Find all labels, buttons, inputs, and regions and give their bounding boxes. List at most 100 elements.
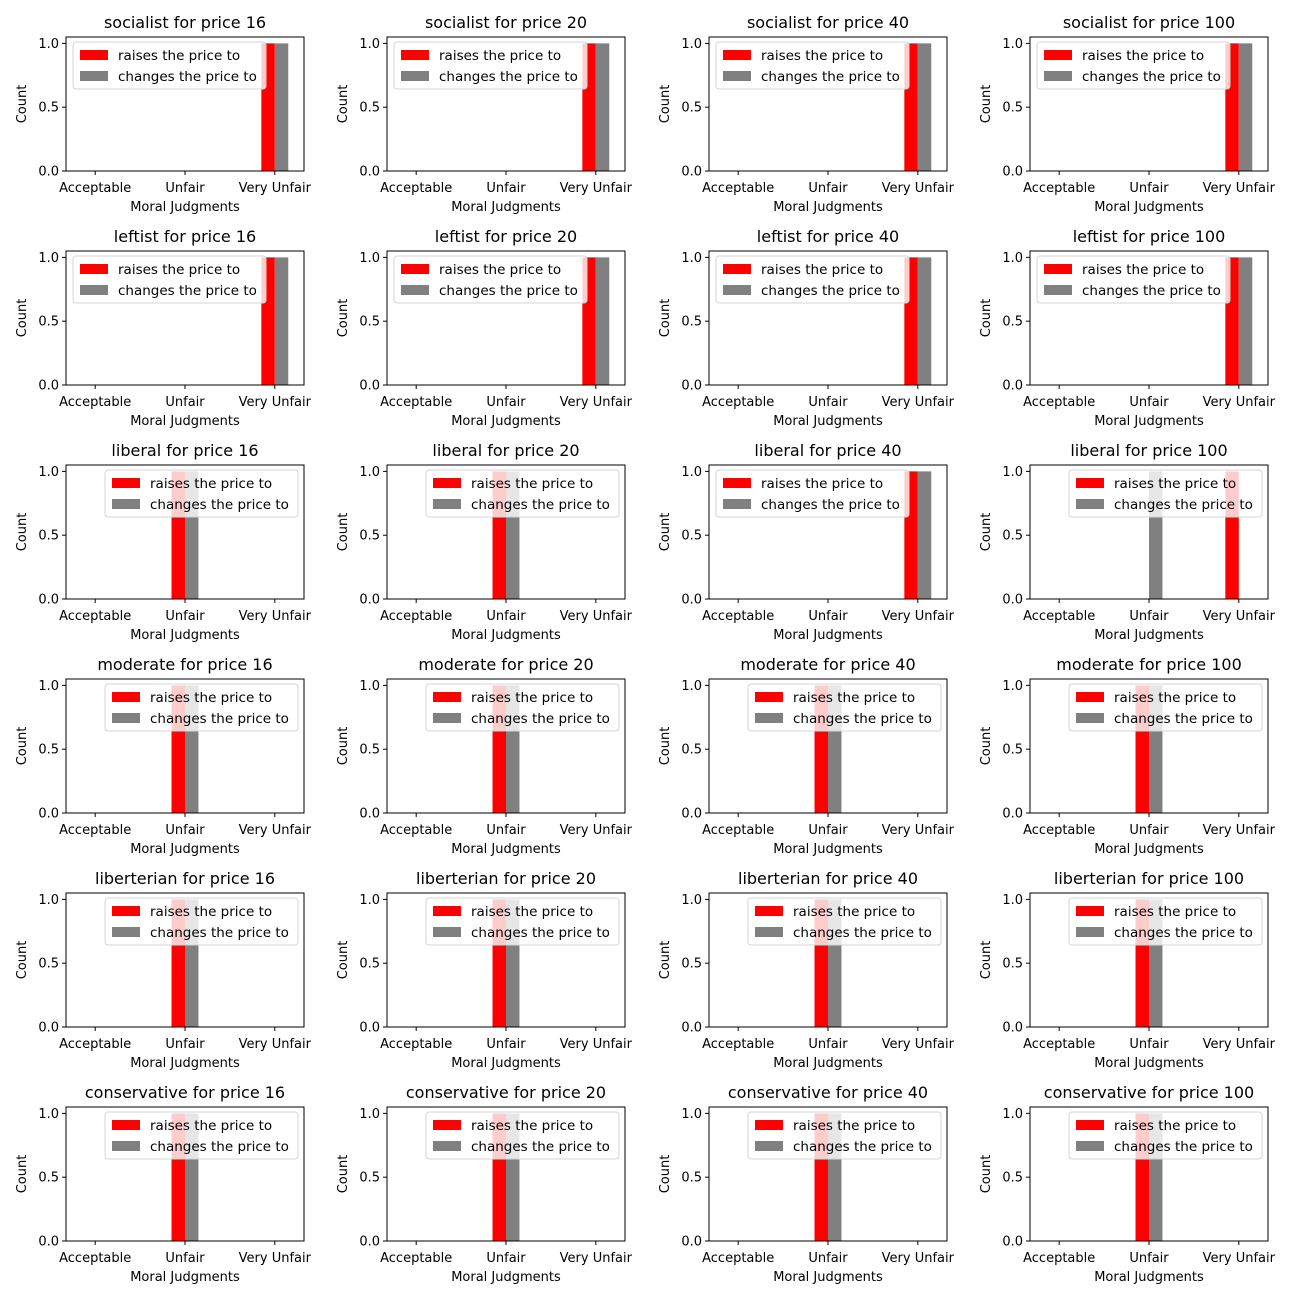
y-tick-label: 0.5 xyxy=(38,315,59,330)
y-tick-label: 0.0 xyxy=(1002,1235,1023,1250)
y-axis-label: Count xyxy=(336,299,351,338)
x-axis-label: Moral Judgments xyxy=(1094,200,1204,215)
y-tick-label: 1.0 xyxy=(359,893,380,908)
legend-swatch xyxy=(1044,50,1072,60)
legend-box xyxy=(425,469,620,518)
x-tick-label: Acceptable xyxy=(1023,181,1095,196)
legend-label: changes the price to xyxy=(150,497,289,513)
y-axis-label: Count xyxy=(15,727,30,766)
legend-swatch xyxy=(433,1120,461,1130)
y-tick-label: 0.0 xyxy=(38,1235,59,1250)
legend-label: raises the price to xyxy=(471,476,593,492)
x-axis-label: Moral Judgments xyxy=(451,842,561,857)
x-tick-label: Acceptable xyxy=(702,609,774,624)
subplot: 0.0 0.5 1.0 Acceptable Unfair Very Unfair soci… xyxy=(336,13,633,215)
y-tick-label: 0.0 xyxy=(681,807,702,822)
y-axis-label: Count xyxy=(336,1155,351,1194)
legend-label: changes the price to xyxy=(439,69,578,85)
legend: raises the price to changes the price to xyxy=(1068,469,1263,518)
subplot: 0.0 0.5 1.0 Acceptable Unfair Very Unfair mode… xyxy=(658,655,955,857)
legend-swatch xyxy=(80,71,108,81)
legend-box xyxy=(715,41,910,90)
subplot-title: leftist for price 100 xyxy=(1073,227,1226,246)
y-axis-label: Count xyxy=(658,299,673,338)
y-axis-label: Count xyxy=(979,85,994,124)
subplot-title: liberal for price 40 xyxy=(754,441,901,460)
subplot: 0.0 0.5 1.0 Acceptable Unfair Very Unfair libe… xyxy=(336,869,633,1071)
x-tick-label: Unfair xyxy=(165,823,205,838)
legend-swatch xyxy=(1076,1141,1104,1151)
y-tick-label: 0.5 xyxy=(38,1171,59,1186)
x-tick-label: Unfair xyxy=(165,609,205,624)
y-tick-label: 1.0 xyxy=(359,465,380,480)
legend-label: changes the price to xyxy=(150,1139,289,1155)
x-tick-label: Unfair xyxy=(808,395,848,410)
legend-label: changes the price to xyxy=(471,711,610,727)
legend-swatch xyxy=(433,713,461,723)
subplot: 0.0 0.5 1.0 Acceptable Unfair Very Unfair libe… xyxy=(15,441,312,643)
legend-label: changes the price to xyxy=(1082,69,1221,85)
y-tick-label: 1.0 xyxy=(359,679,380,694)
x-tick-label: Acceptable xyxy=(380,823,452,838)
bar-changes xyxy=(595,43,610,171)
legend-swatch xyxy=(433,478,461,488)
x-tick-label: Very Unfair xyxy=(239,609,312,624)
x-tick-label: Acceptable xyxy=(702,181,774,196)
x-tick-label: Very Unfair xyxy=(882,395,955,410)
x-axis-label: Moral Judgments xyxy=(773,200,883,215)
subplot-title: socialist for price 16 xyxy=(104,13,266,32)
legend-box xyxy=(425,1111,620,1160)
legend-box xyxy=(715,255,910,304)
legend-label: changes the price to xyxy=(1114,711,1253,727)
y-tick-label: 0.0 xyxy=(681,1021,702,1036)
y-tick-label: 0.0 xyxy=(1002,807,1023,822)
x-axis-label: Moral Judgments xyxy=(451,1270,561,1285)
x-axis-label: Moral Judgments xyxy=(773,842,883,857)
y-tick-label: 1.0 xyxy=(359,37,380,52)
y-tick-label: 0.5 xyxy=(359,315,380,330)
y-tick-label: 0.0 xyxy=(681,379,702,394)
x-tick-label: Very Unfair xyxy=(882,823,955,838)
legend: raises the price to changes the price to xyxy=(715,255,910,304)
y-tick-label: 1.0 xyxy=(38,1107,59,1122)
legend-box xyxy=(104,683,299,732)
subplot: 0.0 0.5 1.0 Acceptable Unfair Very Unfair left… xyxy=(15,227,312,429)
y-tick-label: 1.0 xyxy=(681,1107,702,1122)
legend: raises the price to changes the price to xyxy=(1068,683,1263,732)
legend-box xyxy=(104,897,299,946)
subplot-title: socialist for price 40 xyxy=(747,13,909,32)
legend-swatch xyxy=(723,285,751,295)
subplot-title: liberterian for price 100 xyxy=(1054,869,1244,888)
x-axis-label: Moral Judgments xyxy=(130,200,240,215)
x-axis-label: Moral Judgments xyxy=(130,1056,240,1071)
y-tick-label: 1.0 xyxy=(38,893,59,908)
legend-swatch xyxy=(1044,285,1072,295)
x-tick-label: Very Unfair xyxy=(239,395,312,410)
y-axis-label: Count xyxy=(15,513,30,552)
x-tick-label: Unfair xyxy=(165,181,205,196)
legend: raises the price to changes the price to xyxy=(1068,1111,1263,1160)
bar-changes xyxy=(1238,257,1253,385)
y-axis-label: Count xyxy=(15,85,30,124)
x-tick-label: Unfair xyxy=(1129,609,1169,624)
legend-swatch xyxy=(401,264,429,274)
legend-label: raises the price to xyxy=(150,904,272,920)
y-tick-label: 0.0 xyxy=(38,1021,59,1036)
legend-label: raises the price to xyxy=(1114,1118,1236,1134)
y-tick-label: 0.0 xyxy=(1002,593,1023,608)
legend-swatch xyxy=(401,71,429,81)
subplot: 0.0 0.5 1.0 Acceptable Unfair Very Unfair cons… xyxy=(15,1083,312,1285)
x-tick-label: Unfair xyxy=(808,823,848,838)
x-axis-label: Moral Judgments xyxy=(451,1056,561,1071)
x-tick-label: Unfair xyxy=(1129,181,1169,196)
legend: raises the price to changes the price to xyxy=(1036,255,1231,304)
x-tick-label: Very Unfair xyxy=(1203,395,1276,410)
subplot: 0.0 0.5 1.0 Acceptable Unfair Very Unfair cons… xyxy=(336,1083,633,1285)
legend-label: raises the price to xyxy=(1082,48,1204,64)
y-tick-label: 0.0 xyxy=(681,165,702,180)
x-axis-label: Moral Judgments xyxy=(1094,628,1204,643)
bar-changes xyxy=(917,471,932,599)
y-axis-label: Count xyxy=(979,513,994,552)
y-tick-label: 0.5 xyxy=(681,743,702,758)
x-axis-label: Moral Judgments xyxy=(130,414,240,429)
